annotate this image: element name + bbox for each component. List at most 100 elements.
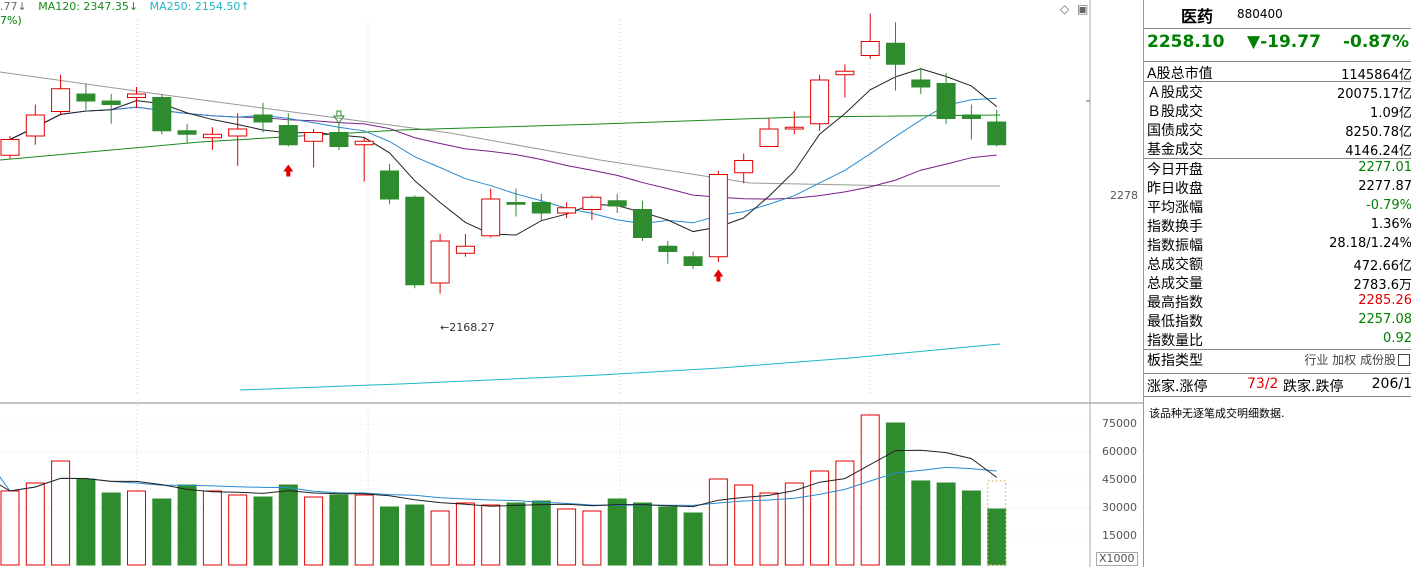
stat-value: 2257.08 [1358,312,1411,328]
diamond-icon[interactable]: ◇ [1060,2,1070,16]
kline-chart-area[interactable]: .77↓ MA120: 2347.35↓ MA250: 2154.50↑ 7%)… [0,0,1143,567]
volume-bar [810,470,830,566]
stat-label: 指数量比 [1147,333,1203,350]
stat-value: 1.36% [1370,216,1411,232]
stat-row: Ｂ股成交 1.09亿 [1147,100,1411,121]
candle-body [278,125,298,146]
candle-body [961,114,981,119]
volume-bar [127,490,146,566]
stat-label: Ｂ股成交 [1147,104,1203,121]
candle-body [936,83,956,119]
candle-body [886,42,905,65]
candle-body [455,245,475,254]
stat-label: 最低指数 [1147,314,1203,331]
stat-label: 昨日收盘 [1147,180,1203,197]
volume-bar [455,502,475,566]
volume-ma10-line [0,466,997,506]
candle-body [911,79,931,88]
volume-bar [304,496,324,566]
candle-body [531,202,551,214]
volume-tick: 75000 [1102,417,1137,430]
stat-value: 2783.6万 [1353,278,1411,294]
volume-bar [911,480,931,566]
stat-value: 2277.01 [1358,159,1411,175]
stat-label: 指数振幅 [1147,237,1203,254]
volume-bar [886,422,905,566]
candle-body [152,97,172,132]
candle-body [810,79,830,125]
decliners-label: 跌家.跌停 [1283,379,1344,395]
candle-body [177,130,197,135]
divider [1144,61,1411,62]
volume-ma5-line [0,449,997,508]
volume-bar [961,490,981,566]
volume-bar [506,502,526,566]
stat-value: 2277.87 [1358,178,1411,194]
low-marker-value: 2168.27 [449,321,495,334]
stat-label: 总成交量 [1147,276,1203,293]
index-name: 医药 [1181,7,1214,26]
candle-body [557,207,577,214]
ma60-value: .77↓ [0,0,27,13]
volume-bar [278,484,298,566]
change-percent: -0.87% [1342,32,1409,52]
volume-bar [152,498,172,566]
stat-row: 总成交量 2783.6万 [1147,272,1411,294]
price-change: ▼-19.77 [1247,32,1321,52]
volume-bar [0,490,20,566]
stat-row: 昨日收盘 2277.87 [1147,177,1411,197]
stat-row: 指数换手 1.36% [1147,215,1411,235]
volume-tick: 45000 [1102,473,1137,486]
volume-bar [607,498,627,566]
ma120-line [0,114,1001,161]
divider [1144,157,1411,159]
stat-row: 总成交额 472.66亿 [1147,253,1411,274]
decliners-value: 206/1 [1371,376,1411,392]
candle-body [25,114,45,137]
volume-bar [177,484,197,566]
ma250-value: MA250: 2154.50↑ [149,0,250,13]
stat-value: 472.66亿 [1353,259,1411,274]
last-price: 2258.10 [1147,32,1225,52]
stat-row: 指数量比 0.92 [1147,329,1411,350]
candle-body [607,200,627,207]
volume-bar [531,500,551,566]
stat-value: 8250.78亿 [1345,125,1411,141]
ma10-line [9,97,997,225]
candle-body [380,170,399,200]
quote-row: 2258.10 ▼-19.77 -0.87% [1147,32,1409,54]
volume-bar [25,482,45,566]
candle-body [354,140,374,146]
advancers-label: 涨家.涨停 [1147,379,1208,395]
window-toggle-icon[interactable]: ▣ [1077,2,1089,16]
candle-body [987,121,1007,146]
kline-chart[interactable] [0,0,1143,567]
candle-body [304,132,324,142]
volume-bar [759,492,779,566]
candle-body [759,128,779,147]
stat-value: 20075.17亿 [1336,87,1411,103]
candle-body [405,196,425,286]
candle-body [329,132,349,147]
volume-bar [481,504,501,566]
price-axis-tick: 2278 [1110,189,1138,202]
stat-label: 基金成交 [1147,142,1203,159]
volume-bar [683,512,703,566]
divider [1144,396,1411,397]
volume-bar [633,502,652,566]
volume-bar [430,510,450,566]
stat-value: -0.79% [1366,197,1411,213]
volume-bar [354,494,374,566]
stat-value: 0.92 [1383,331,1411,347]
plate-type-tag[interactable]: 行业 加权 成份股 [1304,351,1410,368]
volume-bar [860,414,880,566]
volume-bar [582,510,602,566]
stat-row: 最高指数 2285.26 [1147,291,1411,311]
stat-row: 今日开盘 2277.01 [1147,158,1411,178]
pct-label: 7%) [0,14,22,27]
volume-bar [405,504,425,566]
stat-label: 总成交额 [1147,257,1203,273]
volume-bar [202,490,222,566]
breadth-row: 涨家.涨停 73/2 跌家.跌停 206/1 [1147,375,1411,395]
candle-body [835,70,855,76]
